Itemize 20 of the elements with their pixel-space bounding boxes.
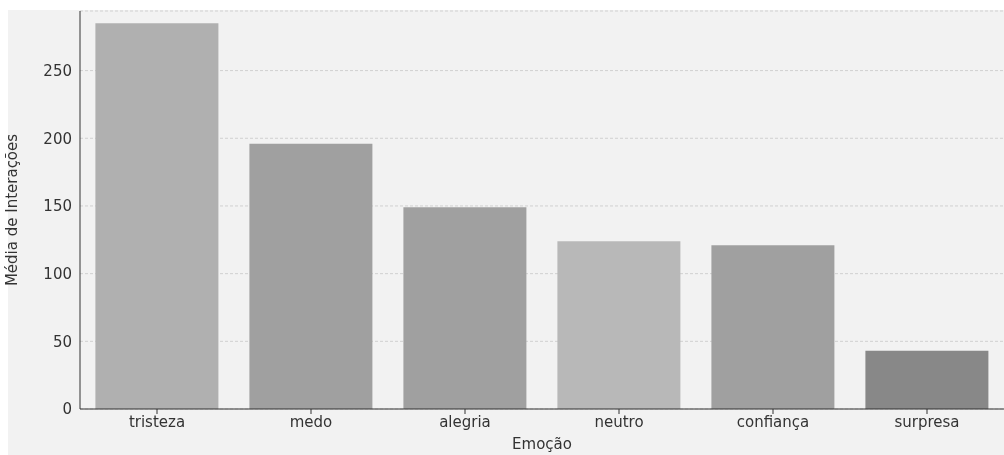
y-tick-label: 200 bbox=[43, 129, 72, 148]
y-tick-label: 0 bbox=[62, 400, 72, 419]
y-tick-label: 150 bbox=[43, 197, 72, 216]
bar bbox=[865, 350, 989, 409]
x-tick-label: confiança bbox=[736, 412, 810, 431]
x-tick-label: alegria bbox=[439, 412, 491, 431]
x-tick-label: neutro bbox=[594, 412, 644, 431]
bar bbox=[711, 245, 835, 409]
x-axis-title: Emoção bbox=[512, 435, 572, 453]
y-tick-label: 100 bbox=[43, 264, 72, 283]
bar bbox=[403, 207, 527, 409]
x-tick-label: tristeza bbox=[128, 412, 186, 431]
bar bbox=[557, 241, 681, 409]
x-tick-label: medo bbox=[289, 412, 333, 431]
y-axis-title: Média de Interações bbox=[3, 133, 22, 287]
x-tick-label: surpresa bbox=[894, 412, 960, 431]
y-tick-label: 250 bbox=[43, 61, 72, 80]
bar bbox=[249, 143, 373, 409]
bar bbox=[95, 23, 219, 409]
y-tick-label: 50 bbox=[52, 332, 72, 351]
